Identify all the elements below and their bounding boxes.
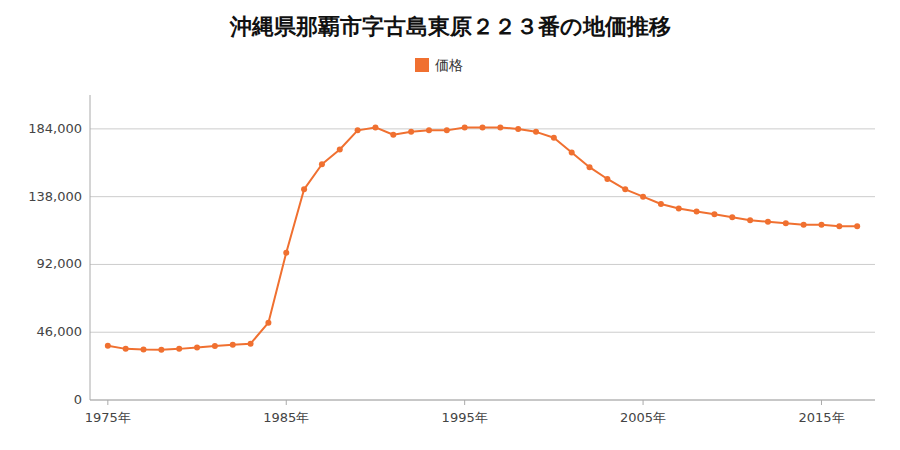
plot-area (105, 124, 860, 352)
legend: 価格 (415, 57, 463, 73)
x-tick (464, 400, 465, 405)
y-axis-line (90, 95, 91, 400)
chart: 沖縄県那覇市字古島東原２２３番の地価推移価格 0 46,000 92,000 138,0… (0, 0, 900, 450)
x-tick-label: 2015年 (798, 410, 844, 425)
point (444, 127, 450, 133)
point (248, 341, 254, 347)
point (694, 208, 700, 214)
point (390, 132, 396, 138)
point (587, 164, 593, 170)
point (640, 194, 646, 200)
y-tick-label: 0 (74, 392, 82, 407)
point (462, 124, 468, 130)
title: 沖縄県那覇市字古島東原２２３番の地価推移 (229, 14, 671, 39)
point (158, 347, 164, 353)
point (319, 161, 325, 167)
grid-line (90, 332, 875, 333)
point (836, 223, 842, 229)
point (676, 205, 682, 211)
point (141, 347, 147, 353)
x-tick (643, 400, 644, 405)
point (337, 147, 343, 153)
point (711, 211, 717, 217)
point (801, 222, 807, 228)
point (480, 124, 486, 130)
point (176, 346, 182, 352)
point (604, 176, 610, 182)
x-tick-label: 2005年 (620, 410, 666, 425)
y-tick-label: 92,000 (37, 256, 83, 271)
x-tick-label: 1995年 (442, 410, 488, 425)
legend-swatch (415, 58, 429, 72)
x-axis-line (90, 400, 875, 401)
point (194, 344, 200, 350)
point (230, 342, 236, 348)
grid-line (90, 400, 875, 401)
point (426, 127, 432, 133)
x-tick (107, 400, 108, 405)
point (658, 201, 664, 207)
point (551, 135, 557, 141)
x-tick-label: 1985年 (263, 410, 309, 425)
x-axis: 1975年 1985年 1995年 2005年 2015年 (85, 400, 875, 425)
y-tick-label: 138,000 (28, 189, 82, 204)
line (108, 127, 857, 349)
point (747, 217, 753, 223)
point (497, 124, 503, 130)
point (783, 220, 789, 226)
point (533, 129, 539, 135)
point (408, 129, 414, 135)
point (729, 214, 735, 220)
y-tick-label: 184,000 (28, 121, 82, 136)
point (283, 250, 289, 256)
point (355, 127, 361, 133)
point (818, 222, 824, 228)
grid-line (90, 264, 875, 265)
point (515, 126, 521, 132)
point (105, 343, 111, 349)
legend-label: 価格 (435, 57, 463, 73)
point (372, 124, 378, 130)
point (765, 219, 771, 225)
x-tick (286, 400, 287, 405)
grid-line (90, 196, 875, 197)
point (622, 186, 628, 192)
x-tick (821, 400, 822, 405)
point (301, 186, 307, 192)
point (854, 223, 860, 229)
point (212, 343, 218, 349)
y-axis: 0 46,000 92,000 138,000 184,000 (28, 95, 875, 407)
point (265, 320, 271, 326)
point (123, 346, 129, 352)
y-tick-label: 46,000 (37, 324, 83, 339)
x-tick-label: 1975年 (85, 410, 131, 425)
point (569, 149, 575, 155)
